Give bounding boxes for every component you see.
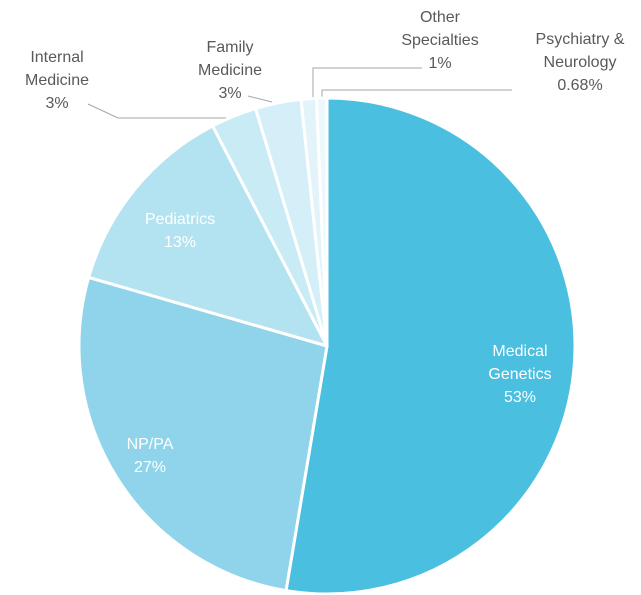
- pie-slice: [87, 124, 329, 348]
- value-label: 13%: [164, 234, 196, 251]
- leader-line: [87, 103, 232, 119]
- value-label: 0.68%: [557, 77, 602, 94]
- value-label: 1%: [428, 55, 451, 72]
- pie-slice: [314, 96, 329, 348]
- leader-line: [312, 67, 422, 100]
- slice-label: NP/PA: [127, 436, 174, 453]
- slice-label: Internal Medicine: [25, 49, 89, 89]
- slice-label: Psychiatry & Neurology: [536, 31, 625, 71]
- pie-slice: [77, 275, 329, 593]
- slice-label: Medical Genetics: [488, 343, 551, 383]
- value-label: 27%: [134, 459, 166, 476]
- slice-label: Other Specialties: [401, 9, 478, 49]
- pie-slice: [284, 96, 577, 595]
- slice-label: Family Medicine: [198, 39, 262, 79]
- leader-line: [247, 95, 273, 103]
- slice-label: Pediatrics: [145, 211, 215, 228]
- value-label: 3%: [218, 85, 241, 102]
- value-label: 3%: [45, 95, 68, 112]
- value-label: 53%: [504, 389, 536, 406]
